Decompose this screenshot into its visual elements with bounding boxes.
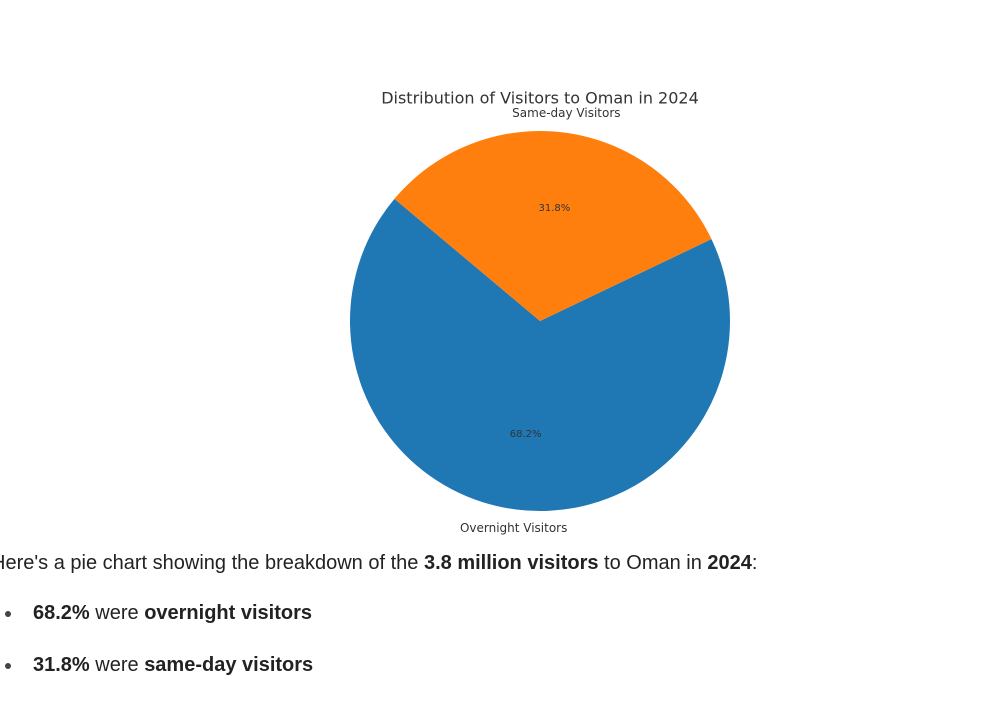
message-intro: Here's a pie chart showing the breakdown… <box>0 548 757 578</box>
text-bold: 68.2% <box>33 602 90 624</box>
chart: Distribution of Visitors to Oman in 2024… <box>350 89 731 535</box>
text: Here's a pie chart showing the breakdown… <box>0 552 424 574</box>
slice-label: Overnight Visitors <box>460 521 567 535</box>
text: were <box>89 654 145 676</box>
text-bold: 2024 <box>707 552 752 574</box>
text-bold: overnight visitors <box>144 602 312 624</box>
value-label: 31.8% <box>538 203 570 214</box>
value-label: 68.2% <box>510 429 542 440</box>
text-bold: 3.8 million visitors <box>423 552 599 574</box>
text: were <box>89 602 145 624</box>
bullet: 31.8% were same-day visitors <box>0 650 313 702</box>
text-bold: 31.8% <box>33 654 90 676</box>
chart-title: Distribution of Visitors to Oman in 2024 <box>381 89 699 108</box>
text: : <box>751 552 758 574</box>
pie-slice <box>394 131 712 321</box>
pie-slice <box>350 198 731 511</box>
text-bold: same-day visitors <box>144 654 314 676</box>
text: to Oman in <box>598 552 708 574</box>
bullet: 68.2% were overnight visitors <box>0 598 313 650</box>
bullet-list: 68.2% were overnight visitors 31.8% were… <box>0 598 313 702</box>
slice-label: Same-day Visitors <box>512 106 620 120</box>
